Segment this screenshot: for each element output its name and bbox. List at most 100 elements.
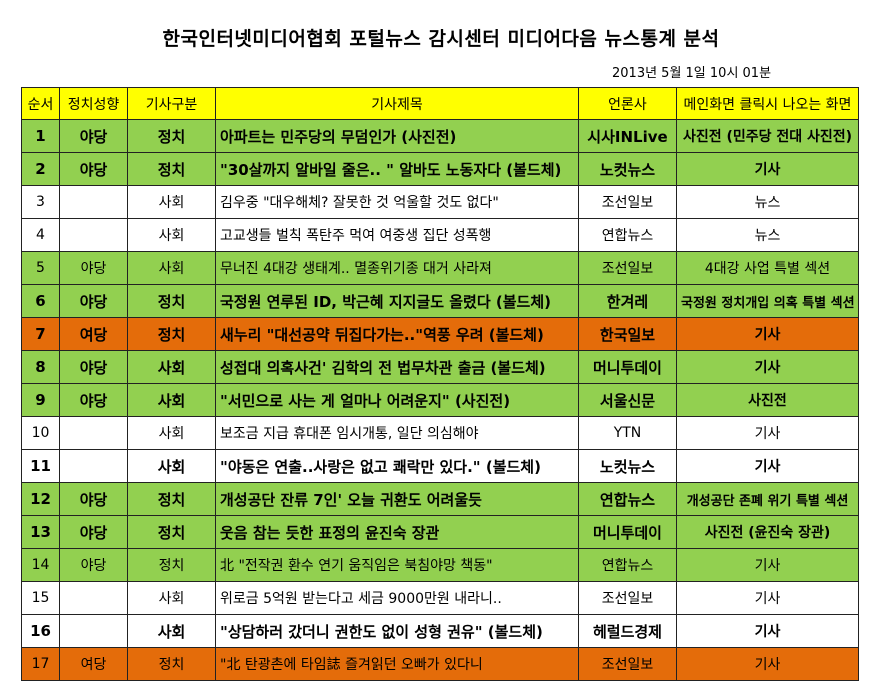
- outlet-cell: 조선일보: [578, 185, 677, 219]
- table-row: 1 야당 정치 아파트는 민주당의 무덤인가 (사진전) 시사INLive 사진전 (민주…: [21, 119, 859, 153]
- outlet-cell: 연합뉴스: [578, 218, 677, 252]
- headline-cell: "30살까지 알바일 줄은.. " 알바도 노동자다 (볼드체): [215, 152, 579, 186]
- headline-cell: 김우중 "대우해체? 잘못한 것 억울할 것도 없다": [215, 185, 579, 219]
- table-row: 11 사회 "야동은 연출..사랑은 없고 쾌락만 있다." (볼드체) 노컷뉴스 기사: [21, 449, 859, 483]
- political-lean-cell: 야당: [59, 251, 128, 285]
- headline-cell: 위로금 5억원 받는다고 세금 9000만원 내라니..: [215, 581, 579, 615]
- headline-cell: "서민으로 사는 게 얼마나 어려운지" (사진전): [215, 383, 579, 417]
- main-screen-cell: 기사: [676, 449, 859, 483]
- political-lean-cell: 야당: [59, 383, 128, 417]
- category-cell: 정치: [127, 515, 216, 549]
- main-screen-cell: 사진전 (윤진숙 장관): [676, 515, 859, 549]
- row-number: 14: [21, 548, 60, 582]
- header-category: 기사구분: [127, 87, 216, 120]
- row-number: 4: [21, 218, 60, 252]
- row-number: 1: [21, 119, 60, 153]
- category-cell: 사회: [127, 251, 216, 285]
- table-row: 2 야당 정치 "30살까지 알바일 줄은.. " 알바도 노동자다 (볼드체) 노컷뉴…: [21, 152, 859, 186]
- political-lean-cell: 야당: [59, 482, 128, 516]
- table-row: 4 사회 고교생들 벌칙 폭탄주 먹여 여중생 집단 성폭행 연합뉴스 뉴스: [21, 218, 859, 252]
- row-number: 8: [21, 350, 60, 384]
- outlet-cell: 서울신문: [578, 383, 677, 417]
- headline-cell: 보조금 지급 휴대폰 임시개통, 일단 의심해야: [215, 416, 579, 450]
- outlet-cell: 머니투데이: [578, 515, 677, 549]
- main-screen-cell: 사진전 (민주당 전대 사진전): [676, 119, 859, 153]
- category-cell: 사회: [127, 218, 216, 252]
- outlet-cell: YTN: [578, 416, 677, 450]
- outlet-cell: 시사INLive: [578, 119, 677, 153]
- category-cell: 사회: [127, 449, 216, 483]
- main-screen-cell: 사진전: [676, 383, 859, 417]
- category-cell: 사회: [127, 614, 216, 648]
- headline-cell: "北 탄광촌에 타임誌 즐겨읽던 오빠가 있다니: [215, 647, 579, 681]
- main-screen-cell: 뉴스: [676, 218, 859, 252]
- political-lean-cell: 야당: [59, 119, 128, 153]
- page-title: 한국인터넷미디어협회 포털뉴스 감시센터 미디어다음 뉴스통계 분석: [162, 28, 720, 50]
- row-number: 3: [21, 185, 60, 219]
- outlet-cell: 헤럴드경제: [578, 614, 677, 648]
- political-lean-cell: [59, 218, 128, 252]
- political-lean-cell: 여당: [59, 317, 128, 351]
- row-number: 9: [21, 383, 60, 417]
- headline-cell: 北 "전작권 환수 연기 움직임은 북침야망 책동": [215, 548, 579, 582]
- table-row: 7 여당 정치 새누리 "대선공약 뒤집다가는.."역풍 우려 (볼드체) 한국일보 기사: [21, 317, 859, 351]
- category-cell: 사회: [127, 581, 216, 615]
- main-screen-cell: 4대강 사업 특별 섹션: [676, 251, 859, 285]
- table-row: 9 야당 사회 "서민으로 사는 게 얼마나 어려운지" (사진전) 서울신문 사진전: [21, 383, 859, 417]
- category-cell: 정치: [127, 548, 216, 582]
- row-number: 12: [21, 482, 60, 516]
- table-row: 13 야당 정치 웃음 참는 듯한 표정의 윤진숙 장관 머니투데이 사진전 (윤진숙 장…: [21, 515, 859, 549]
- table-header-row: 순서 정치성향 기사구분 기사제목 언론사 메인화면 클릭시 나오는 화면: [21, 87, 859, 120]
- outlet-cell: 조선일보: [578, 581, 677, 615]
- table-row: 5 야당 사회 무너진 4대강 생태계.. 멸종위기종 대거 사라져 조선일보 4대강 사…: [21, 251, 859, 285]
- category-cell: 정치: [127, 152, 216, 186]
- table-row: 15 사회 위로금 5억원 받는다고 세금 9000만원 내라니.. 조선일보 기사: [21, 581, 859, 615]
- table-row: 12 야당 정치 개성공단 잔류 7인' 오늘 귀환도 어려울듯 연합뉴스 개성공단 존폐…: [21, 482, 859, 516]
- row-number: 10: [21, 416, 60, 450]
- political-lean-cell: 야당: [59, 515, 128, 549]
- table-row: 6 야당 정치 국정원 연루된 ID, 박근혜 지지글도 올렸다 (볼드체) 한겨레 국정…: [21, 284, 859, 318]
- row-number: 15: [21, 581, 60, 615]
- outlet-cell: 노컷뉴스: [578, 152, 677, 186]
- row-number: 6: [21, 284, 60, 318]
- row-number: 16: [21, 614, 60, 648]
- political-lean-cell: [59, 185, 128, 219]
- political-lean-cell: [59, 614, 128, 648]
- outlet-cell: 연합뉴스: [578, 548, 677, 582]
- headline-cell: 성접대 의혹사건' 김학의 전 법무차관 출금 (볼드체): [215, 350, 579, 384]
- header-political-lean: 정치성향: [59, 87, 128, 120]
- outlet-cell: 연합뉴스: [578, 482, 677, 516]
- row-number: 11: [21, 449, 60, 483]
- main-screen-cell: 기사: [676, 548, 859, 582]
- outlet-cell: 노컷뉴스: [578, 449, 677, 483]
- category-cell: 정치: [127, 284, 216, 318]
- category-cell: 사회: [127, 416, 216, 450]
- report-timestamp: 2013년 5월 1일 10시 01분: [612, 66, 772, 81]
- headline-cell: 개성공단 잔류 7인' 오늘 귀환도 어려울듯: [215, 482, 579, 516]
- political-lean-cell: [59, 581, 128, 615]
- headline-cell: 새누리 "대선공약 뒤집다가는.."역풍 우려 (볼드체): [215, 317, 579, 351]
- political-lean-cell: 야당: [59, 284, 128, 318]
- political-lean-cell: [59, 449, 128, 483]
- outlet-cell: 조선일보: [578, 251, 677, 285]
- category-cell: 정치: [127, 647, 216, 681]
- outlet-cell: 한겨레: [578, 284, 677, 318]
- headline-cell: 무너진 4대강 생태계.. 멸종위기종 대거 사라져: [215, 251, 579, 285]
- outlet-cell: 조선일보: [578, 647, 677, 681]
- table-row: 14 야당 정치 北 "전작권 환수 연기 움직임은 북침야망 책동" 연합뉴스 기사: [21, 548, 859, 582]
- main-screen-cell: 기사: [676, 647, 859, 681]
- category-cell: 사회: [127, 383, 216, 417]
- main-screen-cell: 국정원 정치개입 의혹 특별 섹션: [676, 284, 859, 318]
- headline-cell: "상담하러 갔더니 권한도 없이 성형 권유" (볼드체): [215, 614, 579, 648]
- category-cell: 정치: [127, 482, 216, 516]
- main-screen-cell: 기사: [676, 614, 859, 648]
- row-number: 7: [21, 317, 60, 351]
- table-row: 10 사회 보조금 지급 휴대폰 임시개통, 일단 의심해야 YTN 기사: [21, 416, 859, 450]
- headline-cell: 고교생들 벌칙 폭탄주 먹여 여중생 집단 성폭행: [215, 218, 579, 252]
- main-screen-cell: 기사: [676, 581, 859, 615]
- table-body: 1 야당 정치 아파트는 민주당의 무덤인가 (사진전) 시사INLive 사진전 (민주…: [21, 119, 859, 681]
- main-screen-cell: 뉴스: [676, 185, 859, 219]
- header-no: 순서: [21, 87, 60, 120]
- category-cell: 사회: [127, 185, 216, 219]
